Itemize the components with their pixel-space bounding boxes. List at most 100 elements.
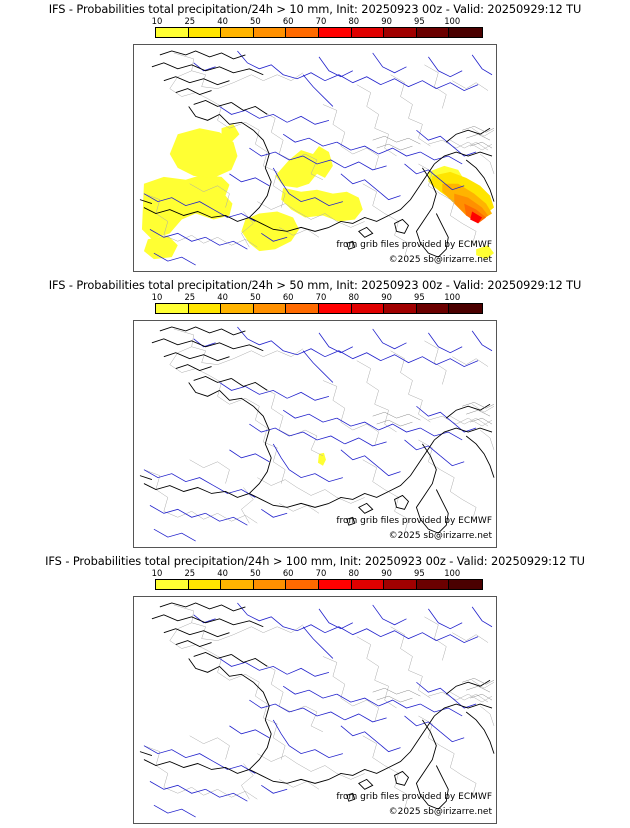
- credit-copyright: ©2025 sb@irizarre.net: [388, 807, 492, 817]
- colorbar-segment-50: [253, 28, 287, 37]
- credit-ecmwf: from grib files provided by ECMWF: [336, 240, 492, 250]
- forecast-panel-50mm: IFS - Probabilities total precipitation/…: [0, 276, 630, 552]
- map-graphic: [139, 602, 495, 818]
- alpine-relief: [372, 678, 495, 703]
- administrative-borders: [143, 52, 495, 258]
- colorbar-tick-10: 10: [151, 568, 163, 578]
- colorbar-segment-80: [351, 580, 385, 589]
- colorbar-segment-10: [156, 580, 189, 589]
- colorbar-tick-10: 10: [151, 292, 163, 302]
- rivers-layer: [143, 602, 493, 818]
- colorbar-gradient: [155, 579, 483, 590]
- colorbar-segment-40: [221, 580, 254, 589]
- colorbar-tick-25: 25: [184, 568, 196, 578]
- colorbar-tick-90: 90: [381, 568, 392, 578]
- alpine-relief: [372, 402, 495, 427]
- colorbar-segment-70: [318, 28, 352, 37]
- colorbar-tick-70: 70: [315, 292, 327, 302]
- colorbar-100mm: 10 25 40 50 60 70 80 90 95 100: [151, 568, 483, 592]
- colorbar-segment-10: [156, 28, 189, 37]
- colorbar-segment-60: [286, 28, 319, 37]
- colorbar-segment-10: [156, 304, 189, 313]
- alpine-relief: [372, 126, 495, 151]
- colorbar-tick-50: 50: [250, 568, 261, 578]
- colorbar-segment-100: [449, 580, 482, 589]
- credit-ecmwf: from grib files provided by ECMWF: [336, 792, 492, 802]
- colorbar-tick-10: 10: [151, 16, 163, 26]
- map-canvas-50mm[interactable]: from grib files provided by ECMWF ©2025 …: [133, 320, 497, 548]
- colorbar-segment-40: [221, 28, 254, 37]
- rivers-layer: [143, 50, 493, 266]
- colorbar-tick-40: 40: [217, 16, 228, 26]
- colorbar-tick-25: 25: [184, 16, 196, 26]
- coastlines-layer: [139, 50, 495, 258]
- colorbar-tick-95: 95: [414, 292, 425, 302]
- credit-copyright: ©2025 sb@irizarre.net: [388, 531, 492, 541]
- colorbar-ticks: 10 25 40 50 60 70 80 90 95 100: [151, 568, 483, 579]
- colorbar-segment-100: [449, 304, 482, 313]
- colorbar-tick-100: 100: [444, 16, 461, 26]
- colorbar-segment-50: [253, 304, 287, 313]
- colorbar-tick-70: 70: [315, 568, 327, 578]
- colorbar-10mm: 10 25 40 50 60 70 80 90 95 100: [151, 16, 483, 40]
- panel-title: IFS - Probabilities total precipitation/…: [45, 554, 585, 568]
- coastlines-layer: [139, 602, 495, 810]
- colorbar-segment-80: [351, 304, 385, 313]
- colorbar-segment-50: [253, 580, 287, 589]
- administrative-borders: [143, 604, 495, 810]
- map-graphic: [139, 326, 495, 542]
- colorbar-gradient: [155, 303, 483, 314]
- rivers-layer: [143, 326, 493, 542]
- colorbar-segment-60: [286, 304, 319, 313]
- precipitation-shading: [317, 452, 326, 466]
- colorbar-segment-90: [384, 304, 417, 313]
- colorbar-tick-50: 50: [250, 16, 261, 26]
- colorbar-ticks: 10 25 40 50 60 70 80 90 95 100: [151, 292, 483, 303]
- colorbar-tick-60: 60: [282, 292, 294, 302]
- map-graphic: [139, 50, 495, 266]
- colorbar-segment-25: [188, 304, 222, 313]
- colorbar-tick-80: 80: [348, 16, 360, 26]
- map-canvas-10mm[interactable]: from grib files provided by ECMWF ©2025 …: [133, 44, 497, 272]
- colorbar-tick-80: 80: [348, 568, 360, 578]
- panel-title: IFS - Probabilities total precipitation/…: [48, 2, 582, 16]
- colorbar-tick-80: 80: [348, 292, 360, 302]
- colorbar-tick-95: 95: [414, 568, 425, 578]
- colorbar-segment-95: [416, 580, 450, 589]
- colorbar-tick-90: 90: [381, 292, 392, 302]
- colorbar-tick-40: 40: [217, 568, 228, 578]
- colorbar-segment-95: [416, 28, 450, 37]
- credit-ecmwf: from grib files provided by ECMWF: [336, 516, 492, 526]
- colorbar-tick-70: 70: [315, 16, 327, 26]
- colorbar-ticks: 10 25 40 50 60 70 80 90 95 100: [151, 16, 483, 27]
- colorbar-segment-25: [188, 28, 222, 37]
- colorbar-tick-25: 25: [184, 292, 196, 302]
- colorbar-50mm: 10 25 40 50 60 70 80 90 95 100: [151, 292, 483, 316]
- colorbar-segment-25: [188, 580, 222, 589]
- colorbar-segment-90: [384, 580, 417, 589]
- colorbar-tick-95: 95: [414, 16, 425, 26]
- precipitation-shading: [141, 124, 495, 260]
- colorbar-tick-100: 100: [444, 292, 461, 302]
- map-canvas-100mm[interactable]: from grib files provided by ECMWF ©2025 …: [133, 596, 497, 824]
- forecast-panel-10mm: IFS - Probabilities total precipitation/…: [0, 0, 630, 276]
- credit-copyright: ©2025 sb@irizarre.net: [388, 255, 492, 265]
- panel-title: IFS - Probabilities total precipitation/…: [48, 278, 582, 292]
- colorbar-tick-90: 90: [381, 16, 392, 26]
- colorbar-segment-100: [449, 28, 482, 37]
- colorbar-tick-60: 60: [282, 16, 294, 26]
- colorbar-segment-70: [318, 304, 352, 313]
- coastlines-layer: [139, 326, 495, 534]
- colorbar-tick-40: 40: [217, 292, 228, 302]
- colorbar-tick-60: 60: [282, 568, 294, 578]
- colorbar-segment-80: [351, 28, 385, 37]
- colorbar-segment-70: [318, 580, 352, 589]
- colorbar-gradient: [155, 27, 483, 38]
- colorbar-segment-95: [416, 304, 450, 313]
- administrative-borders: [143, 328, 495, 534]
- colorbar-segment-60: [286, 580, 319, 589]
- colorbar-tick-100: 100: [444, 568, 461, 578]
- colorbar-segment-90: [384, 28, 417, 37]
- colorbar-tick-50: 50: [250, 292, 261, 302]
- forecast-panel-100mm: IFS - Probabilities total precipitation/…: [0, 552, 630, 828]
